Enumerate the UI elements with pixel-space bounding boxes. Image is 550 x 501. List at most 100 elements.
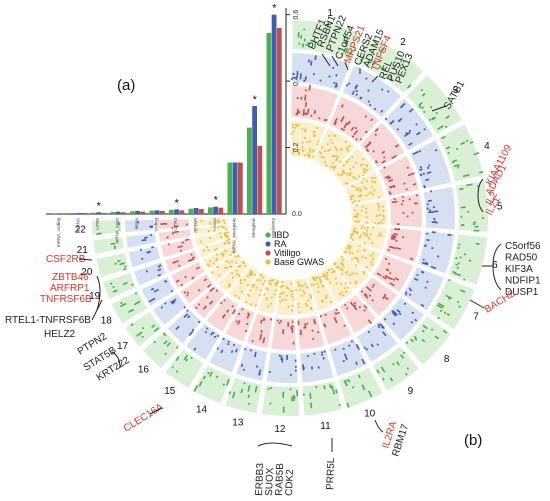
ring-segment <box>356 321 398 362</box>
signal-point <box>234 294 237 297</box>
ring-segment <box>242 272 269 309</box>
ring-segment <box>291 53 350 92</box>
signal-point <box>372 63 375 66</box>
ring-segment <box>438 124 484 182</box>
chromosome-label: 3 <box>453 85 459 96</box>
signal-point <box>259 279 262 282</box>
legend-label: IBD <box>274 230 290 240</box>
signal-mark <box>110 242 116 245</box>
signal-point <box>274 282 277 285</box>
signal-point <box>371 299 374 302</box>
signal-point <box>374 108 376 110</box>
signal-point <box>316 277 318 279</box>
signal-point <box>348 251 351 254</box>
signal-point <box>398 228 401 230</box>
signal-point <box>410 289 412 292</box>
signal-point <box>223 222 226 225</box>
signal-point <box>244 348 247 351</box>
signal-point <box>346 160 349 163</box>
signal-point <box>205 245 208 248</box>
signal-mark <box>361 384 366 391</box>
signal-point <box>351 233 354 235</box>
signal-point <box>246 323 249 325</box>
signal-mark <box>259 333 263 341</box>
signal-point <box>347 245 350 247</box>
signal-point <box>192 328 195 331</box>
signal-point <box>356 221 359 224</box>
signal-point <box>354 220 357 223</box>
legend-swatch <box>265 241 271 247</box>
signal-point <box>235 269 238 272</box>
signal-point <box>335 282 338 285</box>
signal-point <box>334 312 337 315</box>
signal-mark <box>394 144 400 148</box>
signal-point <box>171 227 174 229</box>
signal-point <box>276 319 279 322</box>
signal-mark <box>426 238 430 242</box>
signal-point <box>241 308 244 311</box>
signal-point <box>440 309 442 312</box>
signal-mark <box>385 268 390 272</box>
signal-point <box>186 309 189 312</box>
signal-point <box>243 262 245 264</box>
signal-point <box>349 246 352 249</box>
signal-point <box>301 284 304 287</box>
signal-point <box>209 221 212 224</box>
signal-point <box>303 154 306 157</box>
signal-point <box>309 151 312 153</box>
signal-point <box>135 292 137 295</box>
signal-point <box>207 230 210 233</box>
signal-point <box>331 271 334 274</box>
signal-point <box>332 161 335 164</box>
signal-mark <box>195 266 200 270</box>
signal-point <box>353 302 356 305</box>
signal-mark <box>334 82 338 88</box>
ring-segment <box>266 352 298 383</box>
signal-point <box>409 129 411 132</box>
bar <box>135 211 140 214</box>
signal-mark <box>122 267 127 271</box>
signal-point <box>281 298 284 301</box>
ring-segment <box>93 237 124 254</box>
ring-segment <box>373 254 414 293</box>
signal-point <box>297 151 300 154</box>
signal-point <box>228 283 231 286</box>
signal-point <box>384 318 387 321</box>
signal-point <box>387 90 390 93</box>
category-label: mRNA_exon <box>115 218 120 244</box>
ring-segment <box>206 296 239 332</box>
signal-point <box>317 290 320 293</box>
signal-point <box>405 293 407 296</box>
gene-tick <box>149 407 163 415</box>
signal-point <box>411 321 413 324</box>
signal-point <box>214 248 216 251</box>
signal-mark <box>383 295 389 301</box>
signal-point <box>114 245 116 248</box>
signal-point <box>335 266 338 269</box>
signal-point <box>263 280 266 283</box>
signal-point <box>340 149 343 152</box>
signal-point <box>354 256 356 259</box>
signal-point <box>222 253 225 255</box>
y-tick-label: 0.0 <box>292 211 302 218</box>
signal-point <box>426 203 429 206</box>
signal-point <box>298 285 301 288</box>
chromosome-label: 8 <box>444 354 450 365</box>
signal-point <box>382 297 385 300</box>
signal-point <box>344 304 347 306</box>
bar <box>271 14 277 215</box>
signal-point <box>291 325 294 328</box>
signal-point <box>405 291 408 294</box>
signal-mark <box>391 200 398 204</box>
signal-mark <box>376 272 382 277</box>
gene-tick <box>91 299 103 321</box>
signal-point <box>361 205 364 208</box>
signal-mark <box>346 402 350 408</box>
signal-point <box>359 194 362 196</box>
signal-point <box>207 249 210 252</box>
signal-mark <box>184 275 187 279</box>
ring-segment <box>165 349 204 389</box>
bar <box>179 210 185 214</box>
signal-point <box>437 255 440 258</box>
signal-point <box>290 133 293 135</box>
